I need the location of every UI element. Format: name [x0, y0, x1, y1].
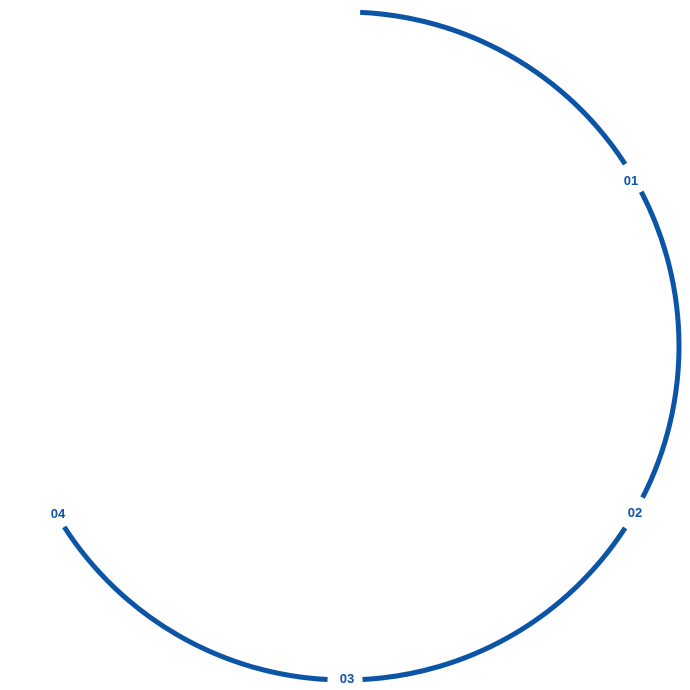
arc-segment-2: [639, 190, 682, 499]
arc-segment-1: [360, 9, 628, 166]
arc-segment-3: [362, 526, 628, 683]
step-label-04: 04: [51, 506, 66, 521]
step-label-02: 02: [628, 505, 642, 520]
arc-segment-4: [62, 525, 328, 683]
step-label-01: 01: [624, 173, 638, 188]
step-label-03: 03: [340, 671, 354, 686]
